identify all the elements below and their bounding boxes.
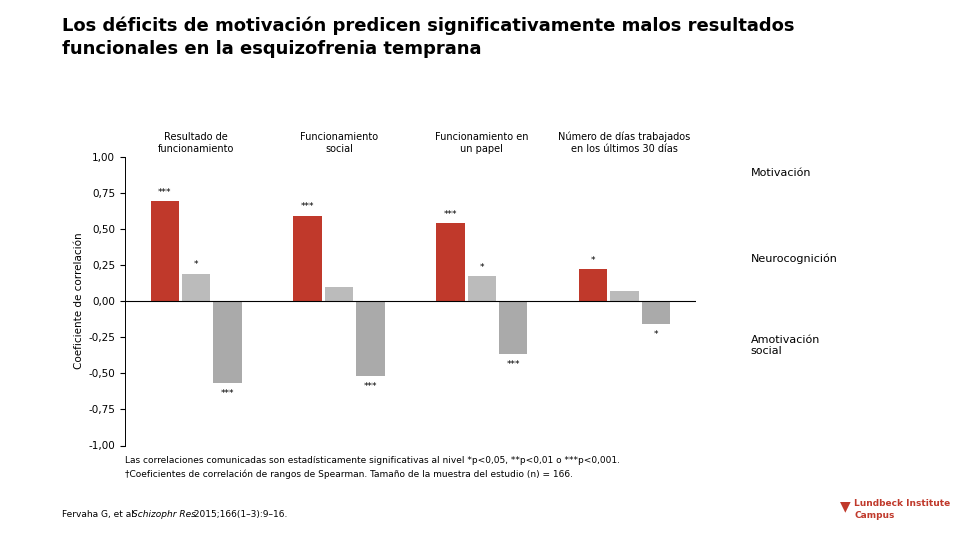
- Text: Las correlaciones comunicadas son estadísticamente significativas al nivel *p<0,: Las correlaciones comunicadas son estadí…: [125, 456, 620, 465]
- Text: Amotivación
social: Amotivación social: [751, 335, 820, 356]
- Text: *: *: [480, 263, 484, 272]
- Text: Funcionamiento
social: Funcionamiento social: [300, 132, 378, 154]
- Bar: [499, 301, 527, 354]
- Bar: [579, 269, 608, 301]
- Bar: [468, 276, 496, 301]
- Text: Fervaha G, et al.: Fervaha G, et al.: [62, 510, 142, 519]
- Text: ***: ***: [444, 210, 457, 219]
- Bar: [436, 223, 465, 301]
- Bar: [213, 301, 242, 383]
- Text: Motivación: Motivación: [751, 168, 811, 178]
- Text: Neurocognición: Neurocognición: [751, 254, 837, 265]
- Bar: [642, 301, 670, 324]
- Bar: [356, 301, 385, 376]
- Text: *: *: [591, 256, 595, 265]
- Y-axis label: Coeficiente de correlación: Coeficiente de correlación: [74, 233, 84, 369]
- Bar: [151, 201, 179, 301]
- Text: 2015;166(1–3):9–16.: 2015;166(1–3):9–16.: [191, 510, 287, 519]
- Text: ***: ***: [507, 360, 520, 369]
- Bar: [324, 287, 353, 301]
- Text: ***: ***: [221, 389, 234, 398]
- Bar: [294, 216, 322, 301]
- Text: †Coeficientes de correlación de rangos de Spearman. Tamaño de la muestra del est: †Coeficientes de correlación de rangos d…: [125, 470, 573, 480]
- Text: ***: ***: [364, 382, 377, 391]
- Text: ***: ***: [300, 202, 314, 212]
- Text: Número de días trabajados
en los últimos 30 días: Número de días trabajados en los últimos…: [559, 131, 691, 154]
- Bar: [182, 274, 210, 301]
- Text: Los déficits de motivación predicen significativamente malos resultados
funciona: Los déficits de motivación predicen sign…: [62, 16, 795, 58]
- Text: Funcionamiento en
un papel: Funcionamiento en un papel: [435, 132, 529, 154]
- Text: Lundbeck Institute
Campus: Lundbeck Institute Campus: [854, 500, 950, 521]
- Text: ***: ***: [158, 188, 172, 197]
- Bar: [611, 291, 638, 301]
- Text: *: *: [654, 330, 659, 339]
- Text: Schizophr Res: Schizophr Res: [132, 510, 196, 519]
- Text: *: *: [194, 260, 199, 269]
- Text: ▼: ▼: [840, 500, 851, 514]
- Text: Resultado de
funcionamiento: Resultado de funcionamiento: [158, 132, 234, 154]
- Text: Relación entre variables clínicas (motivación, neurocognición, amotivación socia: Relación entre variables clínicas (motiv…: [73, 118, 715, 129]
